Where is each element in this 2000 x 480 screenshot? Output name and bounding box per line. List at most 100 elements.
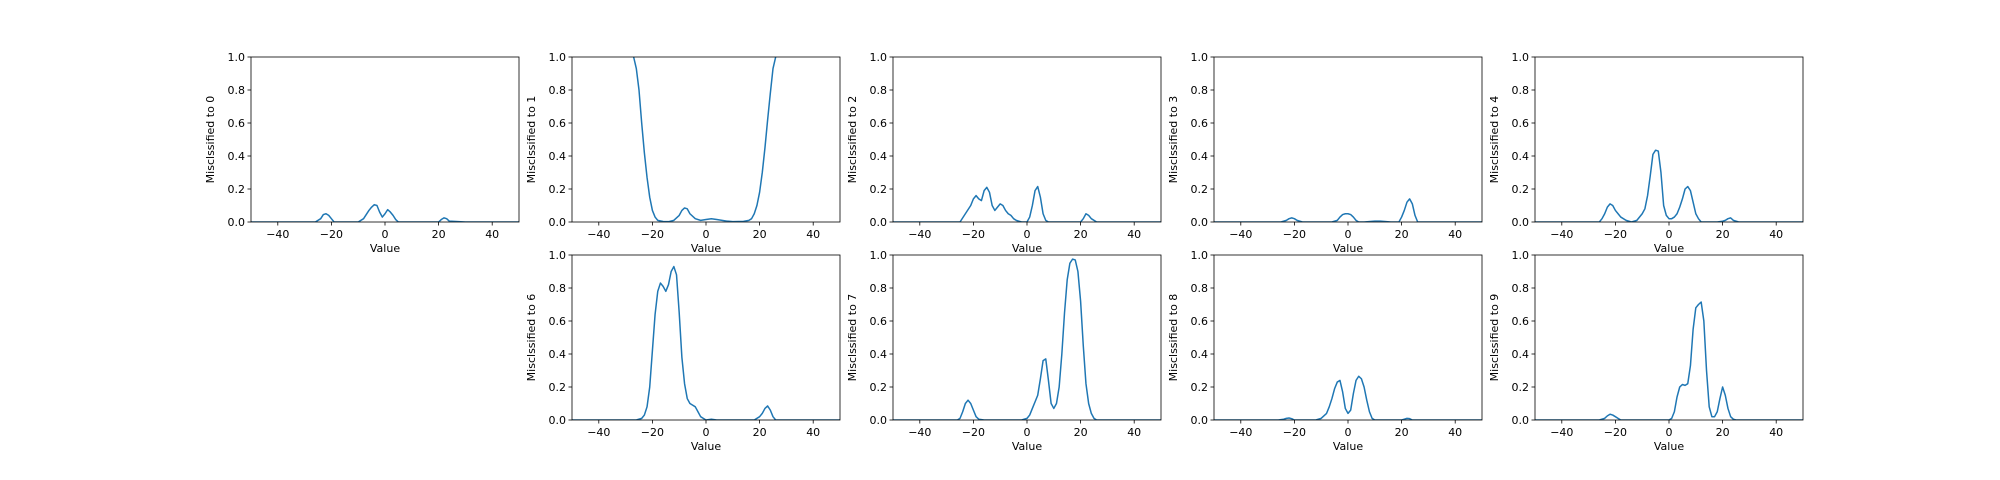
x-tick-label: 20	[1395, 228, 1409, 241]
x-tick-label: −20	[1604, 228, 1627, 241]
y-tick-label: 0.0	[870, 414, 888, 427]
x-tick-label: 0	[382, 228, 389, 241]
series-line	[1214, 198, 1482, 222]
subplot-7: −40 −20 0 20 40 0.0 0.2 0.4 0.6 0.8 1.0 Value Miscls…	[1167, 249, 1483, 453]
x-tick-label: 0	[703, 426, 710, 439]
x-tick-label: 20	[1716, 426, 1730, 439]
y-tick-label: 0.2	[870, 183, 888, 196]
x-tick-label: −40	[908, 426, 931, 439]
x-tick-label: 0	[1024, 228, 1031, 241]
series-line	[893, 258, 1161, 420]
y-tick-label: 0.6	[549, 315, 567, 328]
y-axis-label: Misclssified to 1	[525, 96, 538, 184]
subplot-8: −40 −20 0 20 40 0.0 0.2 0.4 0.6 0.8 1.0 Value Miscls…	[1488, 249, 1804, 453]
x-tick-label: −40	[587, 426, 610, 439]
y-tick-label: 0.2	[549, 381, 567, 394]
x-tick-label: 0	[1345, 426, 1352, 439]
y-tick-label: 0.0	[870, 216, 888, 229]
y-tick-label: 1.0	[1191, 249, 1209, 262]
x-tick-label: −40	[266, 228, 289, 241]
subplot-1: −40 −20 0 20 40 0.0 0.2 0.4 0.6 0.8 1.0 Value Miscls…	[525, 51, 841, 255]
x-axis-label: Value	[1333, 440, 1363, 453]
x-tick-label: −20	[962, 426, 985, 439]
y-tick-label: 0.8	[228, 84, 246, 97]
subplot-0: −40 −20 0 20 40 0.0 0.2 0.4 0.6 0.8 1.0 Value Miscls…	[204, 51, 520, 255]
x-axis-label: Value	[1012, 440, 1042, 453]
subplot-3: −40 −20 0 20 40 0.0 0.2 0.4 0.6 0.8 1.0 Value Miscls…	[1167, 51, 1483, 255]
x-tick-label: 0	[1024, 426, 1031, 439]
y-tick-label: 0.0	[549, 414, 567, 427]
x-tick-label: −40	[908, 228, 931, 241]
x-tick-label: 40	[1448, 426, 1462, 439]
y-tick-label: 0.4	[1512, 150, 1530, 163]
x-tick-label: 40	[1127, 426, 1141, 439]
y-axis-label: Misclssified to 9	[1488, 294, 1501, 382]
y-tick-label: 0.6	[228, 117, 246, 130]
x-tick-label: −20	[1283, 228, 1306, 241]
y-tick-label: 0.4	[228, 150, 246, 163]
y-tick-label: 0.2	[549, 183, 567, 196]
y-tick-label: 0.6	[870, 315, 888, 328]
series-line	[893, 185, 1161, 222]
y-axis-label: Misclssified to 4	[1488, 96, 1501, 184]
series-line	[632, 57, 777, 222]
x-tick-label: 40	[485, 228, 499, 241]
x-tick-label: 0	[1345, 228, 1352, 241]
y-tick-label: 1.0	[1191, 51, 1209, 64]
y-tick-label: 1.0	[549, 249, 567, 262]
subplot-6: −40 −20 0 20 40 0.0 0.2 0.4 0.6 0.8 1.0 Value Miscls…	[846, 249, 1162, 453]
y-tick-label: 0.8	[549, 282, 567, 295]
series-line	[572, 265, 840, 420]
x-tick-label: −40	[1229, 228, 1252, 241]
x-tick-label: 20	[1716, 228, 1730, 241]
y-tick-label: 0.8	[1191, 84, 1209, 97]
series-line	[251, 203, 519, 222]
x-tick-label: −20	[1604, 426, 1627, 439]
y-tick-label: 1.0	[228, 51, 246, 64]
y-tick-label: 0.6	[549, 117, 567, 130]
y-tick-label: 0.8	[1512, 84, 1530, 97]
x-tick-label: 20	[1074, 228, 1088, 241]
y-tick-label: 0.0	[1512, 414, 1530, 427]
x-tick-label: −20	[641, 426, 664, 439]
x-axis-label: Value	[1654, 440, 1684, 453]
y-tick-label: 0.2	[228, 183, 246, 196]
y-tick-label: 0.6	[1512, 315, 1530, 328]
x-tick-label: 0	[1666, 426, 1673, 439]
y-axis-label: Misclssified to 7	[846, 294, 859, 382]
x-tick-label: 20	[753, 426, 767, 439]
y-axis-label: Misclssified to 0	[204, 96, 217, 184]
y-tick-label: 0.0	[1191, 414, 1209, 427]
y-tick-label: 0.0	[549, 216, 567, 229]
y-tick-label: 0.4	[1512, 348, 1530, 361]
y-tick-label: 0.2	[1191, 183, 1209, 196]
y-tick-label: 0.4	[1191, 348, 1209, 361]
x-tick-label: −20	[962, 228, 985, 241]
y-tick-label: 0.2	[870, 381, 888, 394]
x-tick-label: −40	[1550, 228, 1573, 241]
x-tick-label: 40	[1769, 426, 1783, 439]
x-tick-label: 20	[432, 228, 446, 241]
subplot-grid: −40 −20 0 20 40 0.0 0.2 0.4 0.6 0.8 1.0 Value Miscls…	[204, 51, 1804, 453]
y-tick-label: 0.4	[549, 348, 567, 361]
x-axis-label: Value	[691, 440, 721, 453]
x-tick-label: 40	[806, 426, 820, 439]
y-axis-label: Misclssified to 8	[1167, 294, 1180, 382]
y-axis-label: Misclssified to 6	[525, 294, 538, 382]
x-tick-label: 0	[703, 228, 710, 241]
series-line	[1535, 149, 1803, 222]
y-tick-label: 0.4	[870, 150, 888, 163]
y-tick-label: 0.0	[1191, 216, 1209, 229]
x-tick-label: 20	[1395, 426, 1409, 439]
x-axis-label: Value	[1012, 242, 1042, 255]
y-tick-label: 0.6	[1512, 117, 1530, 130]
subplot-2: −40 −20 0 20 40 0.0 0.2 0.4 0.6 0.8 1.0 Value Miscls…	[846, 51, 1162, 255]
x-axis-label: Value	[691, 242, 721, 255]
x-tick-label: −20	[1283, 426, 1306, 439]
subplot-4: −40 −20 0 20 40 0.0 0.2 0.4 0.6 0.8 1.0 Value Miscls…	[1488, 51, 1804, 255]
y-tick-label: 1.0	[870, 51, 888, 64]
y-tick-label: 0.8	[1512, 282, 1530, 295]
x-tick-label: −40	[587, 228, 610, 241]
y-tick-label: 0.2	[1512, 381, 1530, 394]
